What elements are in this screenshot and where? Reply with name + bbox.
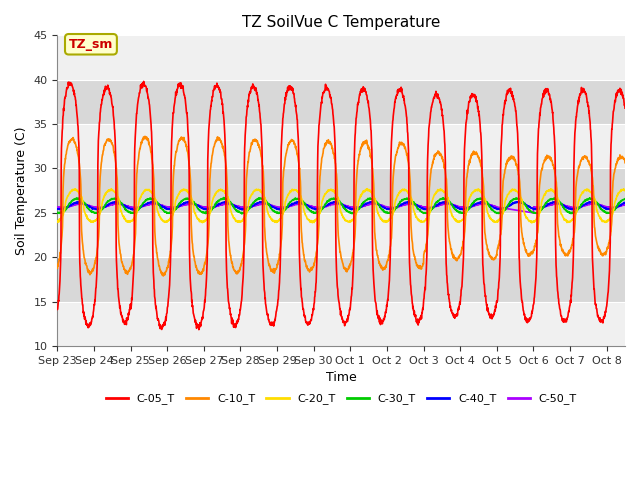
Line: C-30_T: C-30_T: [58, 198, 625, 214]
C-05_T: [410, 307, 417, 312]
Bar: [58, 257, 625, 301]
Line: C-50_T: C-50_T: [58, 204, 625, 213]
C-40_T: [87, 204, 95, 210]
C-40_T: [602, 205, 609, 211]
Bar: [58, 213, 625, 257]
C-05_T: [87, 320, 95, 325]
C-20_T: [410, 205, 417, 211]
C-20_T: [534, 213, 542, 218]
C-50_T: [54, 204, 61, 210]
C-30_T: [54, 210, 61, 216]
C-20_T: [308, 220, 316, 226]
Line: C-40_T: C-40_T: [58, 202, 625, 210]
C-40_T: [54, 206, 61, 212]
Line: C-20_T: C-20_T: [58, 189, 625, 223]
C-40_T: [345, 205, 353, 211]
Bar: [58, 301, 625, 346]
C-05_T: [54, 307, 61, 312]
Line: C-05_T: C-05_T: [58, 82, 625, 330]
C-05_T: [140, 79, 147, 84]
Bar: [58, 36, 625, 80]
C-10_T: [159, 273, 167, 279]
C-30_T: [621, 196, 629, 202]
X-axis label: Time: Time: [326, 372, 356, 384]
C-30_T: [238, 211, 246, 217]
C-05_T: [195, 327, 203, 333]
C-10_T: [410, 249, 417, 254]
C-20_T: [621, 188, 629, 193]
C-20_T: [87, 218, 95, 224]
C-40_T: [351, 207, 358, 213]
Line: C-10_T: C-10_T: [58, 136, 625, 276]
C-50_T: [621, 202, 629, 207]
Bar: [58, 168, 625, 213]
C-20_T: [54, 219, 61, 225]
C-50_T: [296, 201, 303, 206]
C-10_T: [54, 265, 61, 271]
C-40_T: [534, 206, 542, 212]
C-30_T: [87, 208, 95, 214]
Bar: [58, 80, 625, 124]
C-50_T: [534, 204, 542, 210]
Text: TZ_sm: TZ_sm: [68, 38, 113, 51]
C-40_T: [410, 201, 417, 206]
C-40_T: [221, 199, 229, 204]
Bar: [58, 124, 625, 168]
C-30_T: [220, 195, 228, 201]
C-50_T: [529, 210, 537, 216]
C-05_T: [621, 105, 629, 111]
C-10_T: [621, 160, 629, 166]
C-50_T: [426, 204, 434, 210]
Title: TZ SoilVue C Temperature: TZ SoilVue C Temperature: [242, 15, 440, 30]
C-05_T: [345, 311, 353, 317]
C-10_T: [345, 265, 353, 271]
C-10_T: [427, 171, 435, 177]
Y-axis label: Soil Temperature (C): Soil Temperature (C): [15, 126, 28, 255]
C-30_T: [345, 210, 353, 216]
C-30_T: [427, 207, 435, 213]
C-10_T: [534, 222, 542, 228]
C-20_T: [602, 219, 609, 225]
C-05_T: [427, 109, 435, 115]
C-30_T: [602, 209, 609, 215]
C-20_T: [108, 186, 115, 192]
C-50_T: [87, 203, 95, 209]
C-40_T: [621, 200, 629, 206]
C-50_T: [409, 201, 417, 207]
C-20_T: [427, 207, 435, 213]
C-50_T: [345, 204, 353, 210]
C-10_T: [87, 271, 95, 276]
C-05_T: [602, 310, 609, 315]
C-50_T: [602, 204, 609, 209]
C-20_T: [345, 219, 353, 225]
C-40_T: [427, 206, 435, 212]
C-30_T: [534, 209, 542, 215]
C-05_T: [534, 135, 542, 141]
C-10_T: [602, 252, 609, 257]
Legend: C-05_T, C-10_T, C-20_T, C-30_T, C-40_T, C-50_T: C-05_T, C-10_T, C-20_T, C-30_T, C-40_T, …: [101, 389, 581, 409]
C-10_T: [141, 133, 149, 139]
C-30_T: [410, 199, 417, 204]
